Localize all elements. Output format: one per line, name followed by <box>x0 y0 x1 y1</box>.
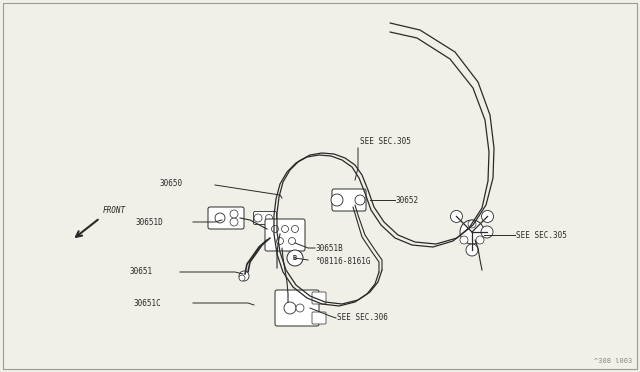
Circle shape <box>466 244 478 256</box>
Text: SEE SEC.306: SEE SEC.306 <box>337 314 388 323</box>
Circle shape <box>460 236 468 244</box>
Circle shape <box>481 211 493 222</box>
Circle shape <box>481 226 493 238</box>
Text: 30651B: 30651B <box>316 244 344 253</box>
Circle shape <box>276 237 284 244</box>
Circle shape <box>271 225 278 232</box>
Circle shape <box>282 225 289 232</box>
FancyBboxPatch shape <box>312 292 326 304</box>
Text: 30652: 30652 <box>396 196 419 205</box>
Circle shape <box>287 250 303 266</box>
Circle shape <box>215 213 225 223</box>
Text: SEE SEC.305: SEE SEC.305 <box>516 231 567 240</box>
FancyBboxPatch shape <box>275 290 319 326</box>
Text: 30650: 30650 <box>160 179 183 187</box>
Text: °08116-8161G: °08116-8161G <box>316 257 371 266</box>
Text: ^308 l003: ^308 l003 <box>594 358 632 364</box>
Circle shape <box>230 218 238 226</box>
Circle shape <box>239 275 245 281</box>
FancyBboxPatch shape <box>265 219 305 251</box>
Circle shape <box>289 237 296 244</box>
Circle shape <box>468 220 476 228</box>
Text: 30651D: 30651D <box>135 218 163 227</box>
Text: FRONT: FRONT <box>103 206 126 215</box>
Circle shape <box>331 194 343 206</box>
FancyBboxPatch shape <box>312 312 326 324</box>
FancyBboxPatch shape <box>253 212 276 224</box>
FancyBboxPatch shape <box>208 207 244 229</box>
FancyBboxPatch shape <box>332 189 366 211</box>
Circle shape <box>254 214 262 222</box>
Circle shape <box>230 210 238 218</box>
Text: SEE SEC.305: SEE SEC.305 <box>360 137 411 146</box>
Circle shape <box>355 195 365 205</box>
Text: B: B <box>293 255 297 261</box>
Circle shape <box>239 271 249 281</box>
Circle shape <box>451 211 463 222</box>
Text: 30651C: 30651C <box>133 298 161 308</box>
Circle shape <box>296 304 304 312</box>
Text: 30651: 30651 <box>130 267 153 276</box>
Circle shape <box>266 215 273 221</box>
Circle shape <box>460 220 484 244</box>
Circle shape <box>291 225 298 232</box>
Circle shape <box>284 302 296 314</box>
Circle shape <box>476 236 484 244</box>
